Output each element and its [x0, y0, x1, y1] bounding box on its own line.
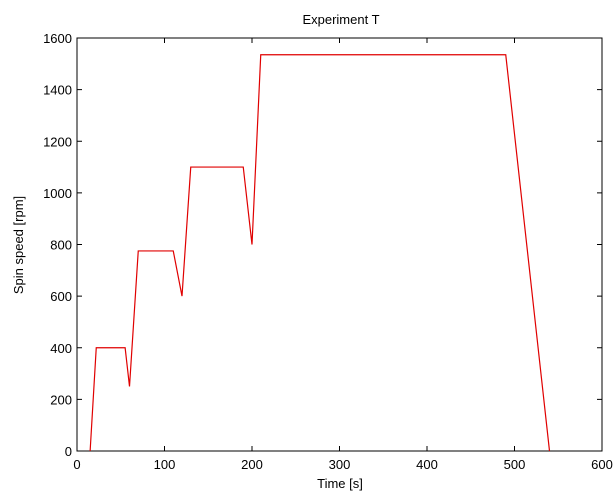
- y-tick-label: 400: [50, 341, 72, 356]
- x-tick-label: 500: [504, 457, 526, 472]
- x-tick-label: 0: [73, 457, 80, 472]
- x-tick-label: 100: [154, 457, 176, 472]
- y-tick-label: 0: [65, 444, 72, 459]
- y-tick-label: 1000: [43, 186, 72, 201]
- chart-title: Experiment T: [302, 12, 379, 27]
- series-line: [89, 54, 551, 452]
- y-axis-label: Spin speed [rpm]: [11, 196, 26, 294]
- x-tick-label: 600: [591, 457, 613, 472]
- y-tick-label: 1400: [43, 83, 72, 98]
- x-tick-label: 400: [416, 457, 438, 472]
- axis-ticks: [76, 37, 603, 452]
- x-tick-label: 200: [241, 457, 263, 472]
- axis-tick-labels: 0 100 200 300 400 500 600 0 200 400 600 800 1000 1200…: [43, 31, 613, 472]
- y-tick-label: 200: [50, 392, 72, 407]
- y-tick-label: 1600: [43, 31, 72, 46]
- plot-frame: [76, 37, 603, 452]
- x-tick-label: 300: [329, 457, 351, 472]
- y-tick-label: 1200: [43, 134, 72, 149]
- x-axis-label: Time [s]: [317, 476, 363, 491]
- data-series: [89, 54, 551, 452]
- y-tick-label: 600: [50, 289, 72, 304]
- y-tick-label: 800: [50, 238, 72, 253]
